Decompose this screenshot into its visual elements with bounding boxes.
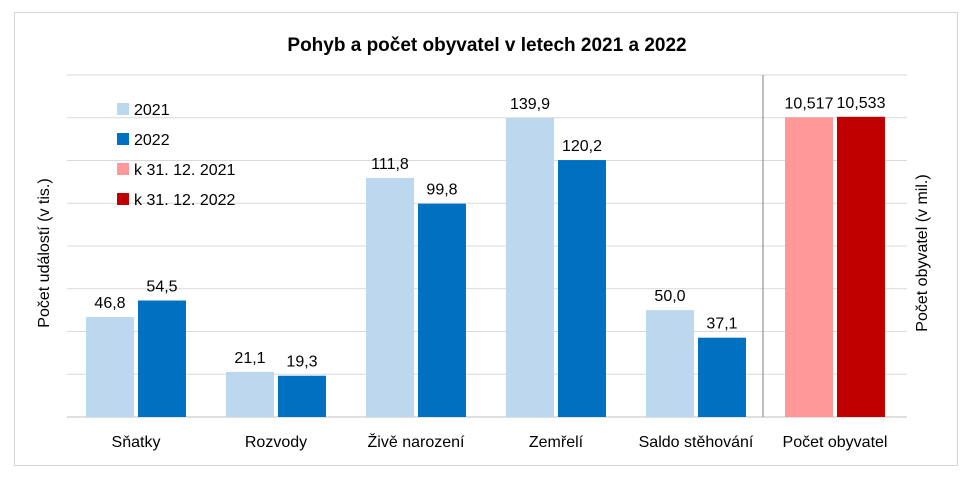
bar bbox=[785, 117, 833, 417]
category-label: Sňatky bbox=[112, 434, 161, 451]
data-label: 120,2 bbox=[562, 138, 602, 155]
data-label: 50,0 bbox=[654, 288, 685, 305]
legend-label: k 31. 12. 2022 bbox=[134, 192, 236, 209]
bar bbox=[138, 300, 186, 417]
category-label: Rozvody bbox=[245, 434, 307, 451]
legend-swatch bbox=[117, 193, 129, 205]
category-label: Počet obyvatel bbox=[783, 434, 888, 451]
bar bbox=[86, 316, 134, 417]
data-label: 139,9 bbox=[510, 96, 550, 113]
data-label: 10,517 bbox=[785, 95, 834, 112]
bar bbox=[226, 371, 274, 417]
data-label: 10,533 bbox=[837, 95, 886, 112]
category-labels: Sňatky Rozvody Živě narození Zemřelí Saldo s… bbox=[112, 432, 888, 451]
category-label: Živě narození bbox=[368, 432, 465, 451]
y-axis-left-label: Počet událostí (v tis.) bbox=[36, 178, 53, 327]
legend-label: k 31. 12. 2021 bbox=[134, 162, 236, 179]
chart-svg: Pohyb a počet obyvatel v letech 2021 a 2… bbox=[36, 35, 931, 451]
legend: 2021 2022 k 31. 12. 2021 k 31. 12. 2022 bbox=[117, 102, 236, 209]
y-axis-right-label: Počet obyvatel (v mil.) bbox=[914, 174, 931, 331]
legend-swatch bbox=[117, 103, 129, 115]
data-label: 111,8 bbox=[371, 156, 409, 173]
bar bbox=[646, 310, 694, 417]
bar bbox=[278, 375, 326, 417]
legend-swatch bbox=[117, 133, 129, 145]
chart-frame: Pohyb a počet obyvatel v letech 2021 a 2… bbox=[14, 12, 958, 466]
bar bbox=[506, 117, 554, 418]
category-label: Saldo stěhování bbox=[639, 434, 754, 451]
data-label: 46,8 bbox=[94, 295, 125, 312]
data-label: 21,1 bbox=[234, 350, 265, 367]
data-label: 19,3 bbox=[286, 354, 317, 371]
bar bbox=[418, 203, 466, 417]
legend-swatch bbox=[117, 163, 129, 175]
bar bbox=[366, 178, 414, 417]
legend-label: 2022 bbox=[134, 132, 170, 149]
legend-label: 2021 bbox=[134, 102, 170, 119]
data-label: 99,8 bbox=[426, 182, 457, 199]
data-label: 37,1 bbox=[706, 316, 737, 333]
category-label: Zemřelí bbox=[529, 434, 584, 451]
bar bbox=[558, 160, 606, 417]
bar bbox=[698, 337, 746, 417]
data-label: 54,5 bbox=[146, 279, 177, 296]
bar bbox=[837, 116, 885, 417]
data-labels: 46,8 54,5 21,1 19,3 111,8 99,8 139,9 120,2 50,0 3… bbox=[94, 95, 885, 371]
gridlines bbox=[67, 74, 907, 418]
chart-title: Pohyb a počet obyvatel v letech 2021 a 2… bbox=[287, 35, 686, 56]
bars bbox=[86, 116, 885, 418]
